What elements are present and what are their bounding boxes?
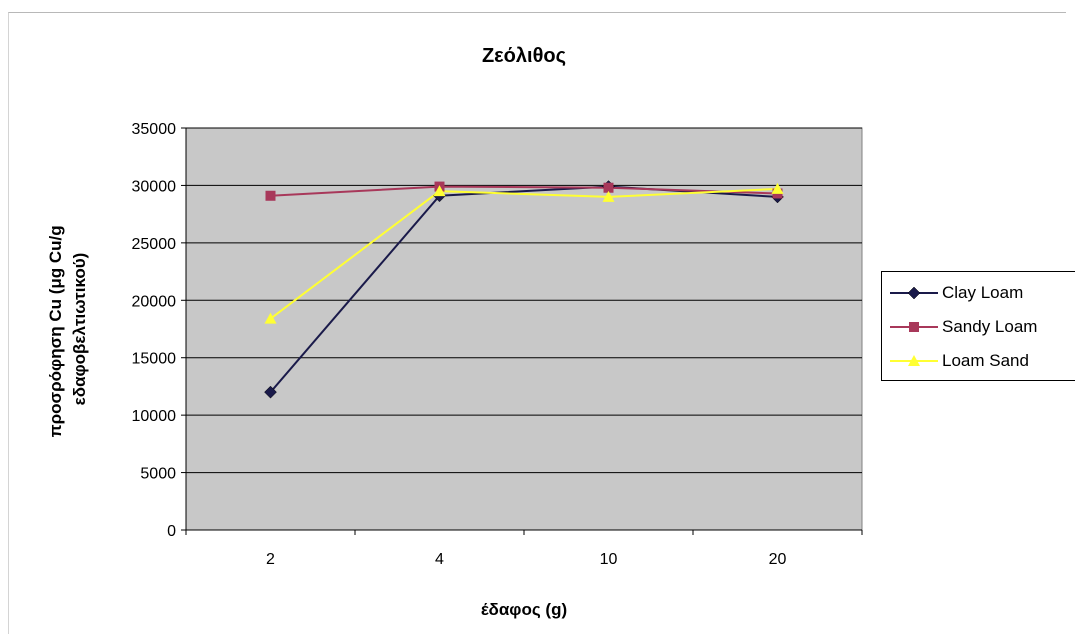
y-tick-label-0: 0	[167, 523, 176, 540]
plot-area	[185, 127, 863, 531]
legend-label-sandy-loam: Sandy Loam	[942, 317, 1038, 336]
x-tick-label-2: 10	[600, 551, 618, 568]
series-line-sandy-loam	[270, 185, 778, 197]
legend-item-loam-sand: Loam Sand	[882, 346, 1072, 376]
legend-marker-loam-sand	[908, 355, 920, 366]
y-axis-label-line-1: προσρόφηση Cu (μg Cu/g	[46, 225, 65, 437]
legend-item-sandy-loam: Sandy Loam	[882, 312, 1072, 342]
y-tick-label-1: 5000	[140, 466, 176, 483]
x-axis-label: έδαφος (g)	[481, 600, 567, 619]
y-axis-label-line-2: εδαφοβελτιωτικού)	[70, 253, 89, 406]
data-point-clay-loam-0	[264, 385, 277, 399]
y-tick-label-4: 20000	[132, 293, 177, 310]
chart-frame	[8, 12, 1066, 634]
chart-title: Ζεόλιθος	[481, 45, 567, 67]
legend-item-clay-loam: Clay Loam	[882, 278, 1072, 308]
legend-label-clay-loam: Clay Loam	[942, 283, 1024, 302]
y-axis-label: προσρόφηση Cu (μg Cu/g εδαφοβελτιωτικού)	[46, 221, 89, 438]
x-tick-label-3: 20	[769, 551, 787, 568]
data-point-sandy-loam-0	[265, 190, 276, 201]
x-tick-label-0: 2	[266, 551, 275, 568]
data-point-loam-sand-2	[602, 190, 615, 202]
series-line-loam-sand	[269, 187, 778, 320]
data-point-loam-sand-1	[433, 185, 446, 197]
y-tick-label-3: 15000	[132, 351, 177, 368]
y-tick-label-7: 35000	[132, 121, 177, 138]
y-tick-label-6: 30000	[132, 178, 177, 195]
data-point-loam-sand-0	[264, 312, 277, 324]
y-tick-label-2: 10000	[132, 408, 177, 425]
data-point-sandy-loam-2	[603, 182, 614, 193]
data-point-loam-sand-3	[771, 182, 784, 194]
y-tick-label-5: 25000	[132, 236, 177, 253]
legend-label-loam-sand: Loam Sand	[942, 351, 1029, 370]
legend-marker-clay-loam	[907, 286, 921, 300]
legend: Clay Loam Sandy Loam Loam Sand	[881, 271, 1075, 381]
x-tick-label-1: 4	[435, 551, 444, 568]
legend-marker-sandy-loam	[909, 322, 919, 332]
series-line-clay-loam	[269, 185, 778, 393]
